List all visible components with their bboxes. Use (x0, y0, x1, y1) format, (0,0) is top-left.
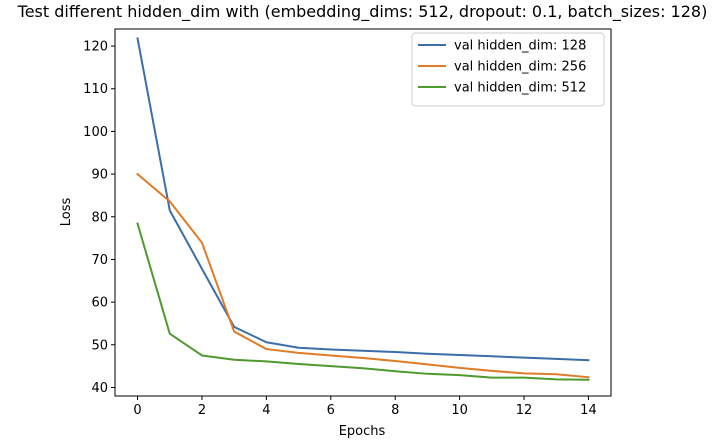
x-tick-label: 12 (516, 403, 533, 418)
x-tick-label: 2 (198, 403, 206, 418)
x-tick-label: 14 (580, 403, 597, 418)
x-tick-label: 8 (391, 403, 399, 418)
legend-label: val hidden_dim: 128 (454, 39, 586, 54)
y-tick-label: 120 (83, 40, 108, 55)
y-tick-label: 90 (91, 168, 108, 183)
x-tick-label: 4 (262, 403, 270, 418)
x-tick-label: 10 (451, 403, 468, 418)
series-line-2 (136, 222, 590, 381)
x-tick-label: 6 (327, 403, 335, 418)
y-tick-label: 100 (83, 125, 108, 140)
x-tick-label: 0 (133, 403, 141, 418)
legend: val hidden_dim: 128 val hidden_dim: 256 va… (411, 32, 605, 107)
y-tick-label: 40 (91, 381, 108, 396)
plot-area: 0 2 4 6 8 10 12 14 40 50 60 70 80 90 100 110 120 (83, 28, 612, 418)
y-tick-label: 70 (91, 253, 108, 268)
legend-box (411, 32, 605, 107)
y-tick-label: 60 (91, 296, 108, 311)
series-line-1 (136, 172, 590, 379)
legend-label: val hidden_dim: 512 (454, 81, 586, 96)
series-line-0 (136, 37, 590, 362)
y-tick-label: 110 (83, 82, 108, 97)
chart-title: Test different hidden_dim with (embeddin… (17, 2, 708, 22)
plot-frame (114, 28, 612, 397)
y-axis-label: Loss (59, 198, 74, 227)
y-tick-label: 80 (91, 210, 108, 225)
legend-label: val hidden_dim: 256 (454, 60, 586, 75)
x-axis-label: Epochs (339, 424, 386, 439)
y-tick-label: 50 (91, 338, 108, 353)
